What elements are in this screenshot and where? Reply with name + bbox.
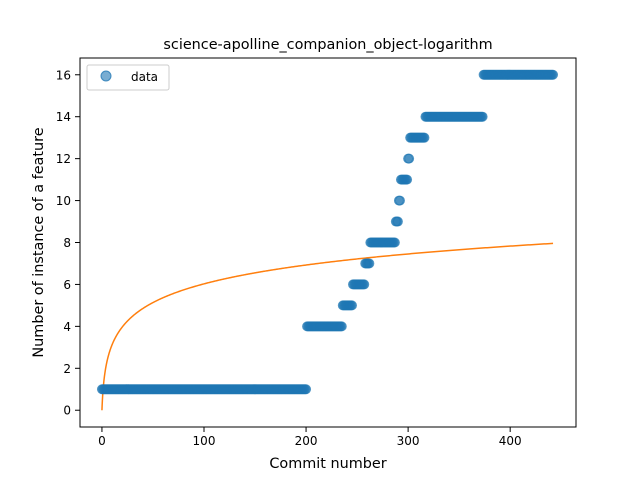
y-tick-label: 14 xyxy=(56,110,71,124)
data-point xyxy=(301,384,312,395)
data-point xyxy=(364,258,375,269)
y-tick-label: 16 xyxy=(56,68,71,82)
y-tick-label: 0 xyxy=(63,404,71,418)
x-tick-label: 0 xyxy=(98,434,106,448)
data-point xyxy=(394,195,405,206)
x-axis-label: Commit number xyxy=(269,456,386,472)
x-tick-label: 200 xyxy=(295,434,318,448)
data-point xyxy=(392,216,403,227)
y-tick-label: 2 xyxy=(63,362,71,376)
x-axis-ticks: 0 100 200 300 400 xyxy=(98,427,522,448)
legend-marker xyxy=(100,70,112,82)
data-point xyxy=(359,279,370,290)
data-point xyxy=(419,132,430,143)
data-point xyxy=(548,69,559,80)
data-point xyxy=(346,300,357,311)
fit-curve-layer xyxy=(101,242,554,411)
x-tick-label: 300 xyxy=(397,434,420,448)
y-tick-label: 6 xyxy=(63,278,71,292)
data-point xyxy=(336,321,347,332)
x-tick-label: 100 xyxy=(193,434,216,448)
chart-title: science-apolline_companion_object-logari… xyxy=(163,37,492,53)
data-point xyxy=(389,237,400,248)
y-tick-label: 8 xyxy=(63,236,71,250)
y-tick-label: 12 xyxy=(56,152,71,166)
y-tick-label: 4 xyxy=(63,320,71,334)
data-point xyxy=(404,153,415,164)
x-tick-label: 400 xyxy=(499,434,522,448)
legend-label-data: data xyxy=(131,70,158,84)
legend: data xyxy=(86,64,170,91)
data-point xyxy=(477,111,488,122)
y-tick-label: 10 xyxy=(56,194,71,208)
data-points-layer xyxy=(96,69,559,395)
data-point xyxy=(402,174,413,185)
y-axis-ticks: 0 2 4 6 8 10 12 14 16 xyxy=(56,68,80,418)
fit-curve-line xyxy=(101,242,554,411)
y-axis-label: Number of instance of a feature xyxy=(31,127,47,357)
